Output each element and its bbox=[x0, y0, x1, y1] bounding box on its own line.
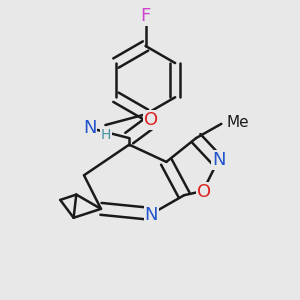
Text: N: N bbox=[145, 206, 158, 224]
Text: O: O bbox=[144, 111, 158, 129]
Text: O: O bbox=[197, 183, 211, 201]
Text: N: N bbox=[83, 119, 96, 137]
Text: N: N bbox=[212, 151, 226, 169]
Text: Me: Me bbox=[227, 115, 249, 130]
Text: H: H bbox=[101, 128, 112, 142]
Text: F: F bbox=[140, 7, 151, 25]
